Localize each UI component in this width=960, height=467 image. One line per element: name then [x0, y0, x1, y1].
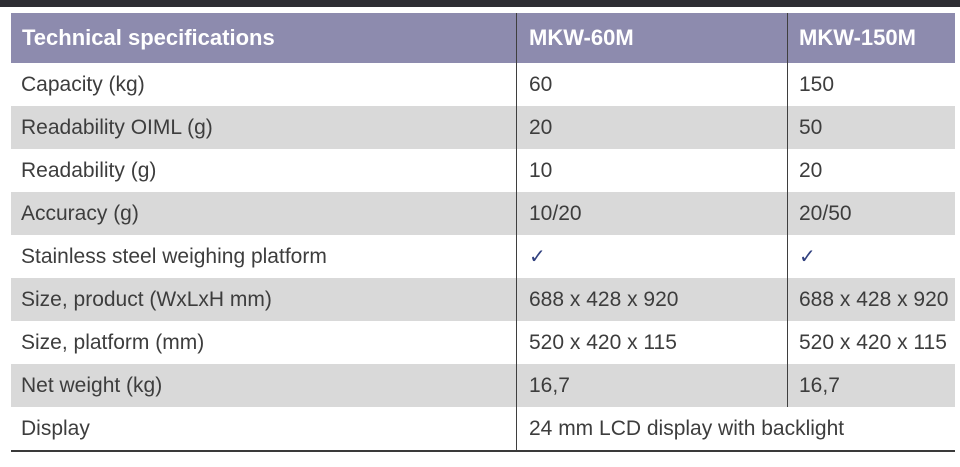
table-header-row: Technical specifications MKW-60M MKW-150…	[11, 13, 955, 63]
spec-value-mkw150m: 16,7	[787, 364, 955, 407]
spec-value-mkw60m: 20	[516, 106, 787, 149]
spec-row: Readability (g) 10 20	[11, 149, 955, 192]
spec-value-mkw60m: 688 x 428 x 920	[516, 278, 787, 321]
spec-row-label: Readability OIML (g)	[21, 115, 213, 139]
spec-value-mkw60m: 520 x 420 x 115	[516, 321, 787, 364]
top-crop-bar	[0, 0, 960, 7]
header-col-mkw150m: MKW-150M	[787, 13, 955, 63]
spec-value-mkw150m: 688 x 428 x 920	[787, 278, 955, 321]
spec-value-mkw150m: 50	[787, 106, 955, 149]
spec-row-label: Size, product (WxLxH mm)	[21, 287, 272, 311]
spec-row-label: Capacity (kg)	[21, 72, 145, 96]
spec-row-label: Stainless steel weighing platform	[21, 244, 327, 268]
spec-row: Accuracy (g) 10/20 20/50	[11, 192, 955, 235]
header-col-specs: Technical specifications	[22, 25, 275, 50]
spec-row-label: Display	[21, 416, 90, 440]
spec-row-label: Net weight (kg)	[21, 373, 163, 397]
spec-row: Net weight (kg) 16,7 16,7	[11, 364, 955, 407]
spec-value-mkw150m: ✓	[787, 235, 955, 278]
spec-value-mkw60m: 10	[516, 149, 787, 192]
spec-row-label: Size, platform (mm)	[21, 330, 205, 354]
spec-value-mkw150m: 150	[787, 63, 955, 106]
spec-value-mkw150m: 20	[787, 149, 955, 192]
spec-row-label: Readability (g)	[21, 158, 157, 182]
spec-row: Display 24 mm LCD display with backlight	[11, 407, 955, 450]
spec-value-mkw60m: ✓	[516, 235, 787, 278]
spec-value-mkw60m: 10/20	[516, 192, 787, 235]
spec-row: Stainless steel weighing platform ✓ ✓	[11, 235, 955, 278]
spec-row: Size, product (WxLxH mm) 688 x 428 x 920 6…	[11, 278, 955, 321]
spec-value-mkw60m: 60	[516, 63, 787, 106]
spec-row: Readability OIML (g) 20 50	[11, 106, 955, 149]
header-col-mkw60m: MKW-60M	[516, 13, 787, 63]
spec-value-span: 24 mm LCD display with backlight	[516, 407, 955, 450]
spec-value-mkw60m: 16,7	[516, 364, 787, 407]
spec-row: Capacity (kg) 60 150	[11, 63, 955, 106]
spec-value-mkw150m: 20/50	[787, 192, 955, 235]
spec-row-label: Accuracy (g)	[21, 201, 139, 225]
spec-value-mkw150m: 520 x 420 x 115	[787, 321, 955, 364]
spec-row: Size, platform (mm) 520 x 420 x 115 520 x …	[11, 321, 955, 364]
spec-rows: Capacity (kg) 60 150 Readability OIML (g) 20…	[11, 63, 955, 450]
spec-table: Technical specifications MKW-60M MKW-150…	[11, 13, 955, 452]
